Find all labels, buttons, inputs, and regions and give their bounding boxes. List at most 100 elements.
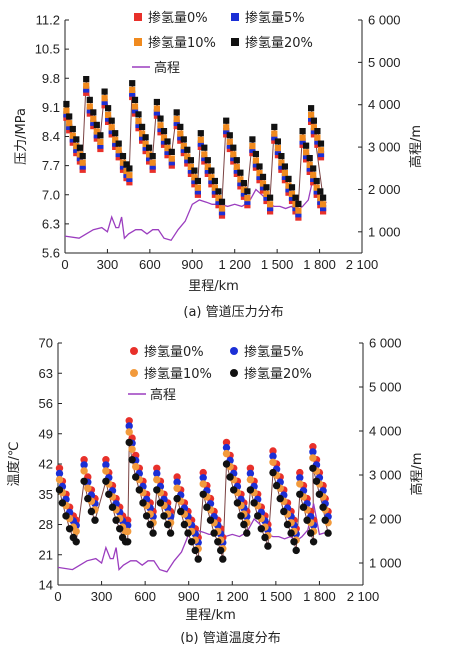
data-point <box>240 193 247 200</box>
data-point <box>108 131 115 138</box>
data-point <box>197 140 204 147</box>
data-point <box>73 146 80 153</box>
data-point <box>126 179 133 186</box>
data-point <box>199 490 207 498</box>
data-point <box>230 158 237 165</box>
data-point <box>97 138 104 145</box>
data-point <box>164 138 171 145</box>
data-point <box>315 490 324 498</box>
data-point <box>173 119 180 126</box>
data-point <box>168 162 175 169</box>
data-point <box>173 473 181 481</box>
data-point <box>218 212 226 219</box>
data-point <box>218 209 226 216</box>
data-point <box>73 136 80 143</box>
data-point <box>194 191 201 198</box>
data-point <box>237 512 245 520</box>
data-point <box>281 163 288 170</box>
data-point <box>66 113 73 120</box>
data-point <box>281 173 288 180</box>
data-point <box>191 167 198 174</box>
data-point <box>295 200 302 207</box>
data-point <box>303 516 311 524</box>
data-point <box>112 130 119 137</box>
data-point <box>142 134 149 141</box>
data-point <box>252 157 259 164</box>
data-point <box>226 132 233 139</box>
data-point <box>105 490 113 498</box>
data-point <box>319 503 327 511</box>
x-tick-label: 900 <box>181 257 203 272</box>
data-point <box>168 159 175 166</box>
data-point <box>288 197 296 205</box>
x-tick-label: 600 <box>139 257 161 272</box>
data-point <box>101 95 108 102</box>
data-point <box>69 136 76 143</box>
data-point <box>237 169 244 176</box>
y2-axis-label: 高程/m <box>408 125 424 168</box>
data-point <box>160 512 168 520</box>
data-point <box>73 150 80 157</box>
data-point <box>278 163 285 170</box>
data-point <box>309 443 317 451</box>
data-point <box>306 155 313 162</box>
data-point <box>292 194 299 201</box>
data-point <box>215 195 222 202</box>
data-point <box>256 163 263 170</box>
legend-label: 掺氢量20% <box>245 35 313 51</box>
data-point <box>274 145 281 152</box>
data-point <box>180 150 187 157</box>
data-point <box>102 461 110 469</box>
data-point <box>80 467 88 475</box>
data-point <box>246 469 255 478</box>
data-point <box>135 125 142 132</box>
data-point <box>303 153 310 160</box>
data-point <box>76 144 83 151</box>
data-point <box>281 170 288 177</box>
data-point <box>69 139 76 146</box>
data-point <box>72 538 80 546</box>
elevation-line <box>64 174 327 242</box>
data-point <box>259 184 267 191</box>
y2-tick-label: 6 000 <box>368 13 401 28</box>
legend-label: 掺氢量0% <box>148 10 208 26</box>
data-point <box>119 159 127 166</box>
data-point <box>324 529 332 537</box>
data-point <box>320 205 327 212</box>
data-point <box>66 120 73 127</box>
data-point <box>226 142 233 149</box>
x-tick-label: 300 <box>97 257 119 272</box>
series-1 <box>63 86 327 218</box>
data-point <box>237 180 244 187</box>
legend-marker <box>134 13 142 21</box>
data-point <box>299 138 306 145</box>
data-point <box>131 107 139 114</box>
data-point <box>132 473 140 481</box>
y-tick-label: 49 <box>39 426 53 441</box>
data-point <box>256 170 263 177</box>
data-point <box>180 520 189 529</box>
data-point <box>119 166 127 173</box>
legend-label: 掺氢量0% <box>144 344 204 360</box>
data-point <box>83 82 90 89</box>
x-tick-label: 0 <box>61 257 68 272</box>
data-point <box>204 157 211 164</box>
data-point <box>184 153 191 160</box>
data-point <box>65 525 74 533</box>
data-point <box>173 484 181 492</box>
data-point <box>295 207 302 214</box>
data-point <box>173 109 180 116</box>
data-point <box>97 142 104 149</box>
data-point <box>314 128 321 135</box>
data-point <box>146 144 153 151</box>
data-point <box>211 188 218 195</box>
data-point <box>313 184 320 191</box>
data-point <box>168 148 175 155</box>
data-point <box>310 175 317 182</box>
data-point <box>292 546 300 555</box>
data-point <box>272 481 281 490</box>
data-point <box>146 155 153 162</box>
data-point <box>86 103 93 110</box>
data-point <box>139 123 146 130</box>
data-point <box>135 486 143 494</box>
